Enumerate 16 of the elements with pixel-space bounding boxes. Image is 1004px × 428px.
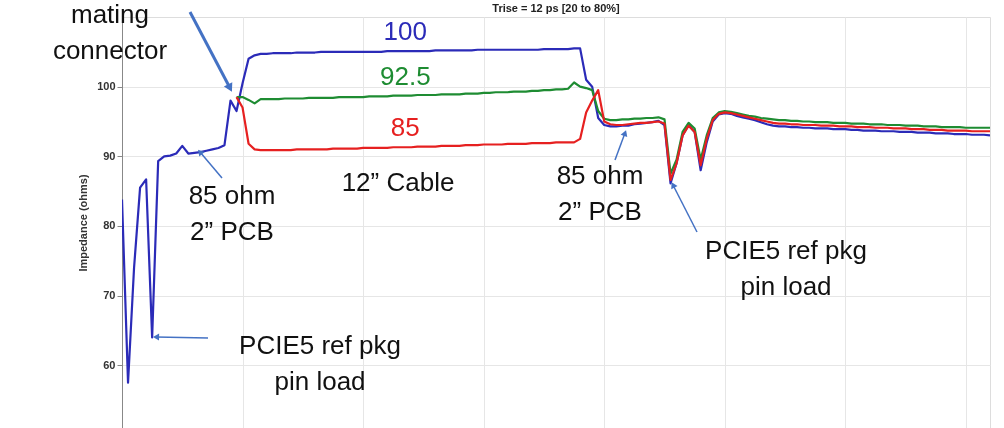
annotation: PCIE5 ref pkg pin load (239, 330, 401, 396)
y-tick-label: 60 (103, 358, 116, 371)
chart-title: Trise = 12 ps [20 to 80%] (492, 2, 621, 14)
series-label: 100 (383, 16, 427, 47)
y-axis-title: Impedance (ohms) (77, 174, 90, 272)
y-tick-label: 70 (103, 289, 116, 302)
y-tick-label: 90 (103, 149, 116, 162)
annotation: PCIE5 ref pkg pin load (705, 235, 867, 301)
annotation: 12” Cable (341, 167, 455, 197)
annotation: 85 ohm 2” PCB (556, 160, 644, 226)
series-label: 92.5 (380, 60, 431, 91)
y-tick-label: 100 (97, 80, 116, 93)
annotation: 85 ohm 2” PCB (188, 180, 276, 246)
series-label: 85 (390, 112, 420, 143)
y-tick-label: 80 (103, 219, 116, 232)
annotation: mating connector (52, 0, 168, 65)
